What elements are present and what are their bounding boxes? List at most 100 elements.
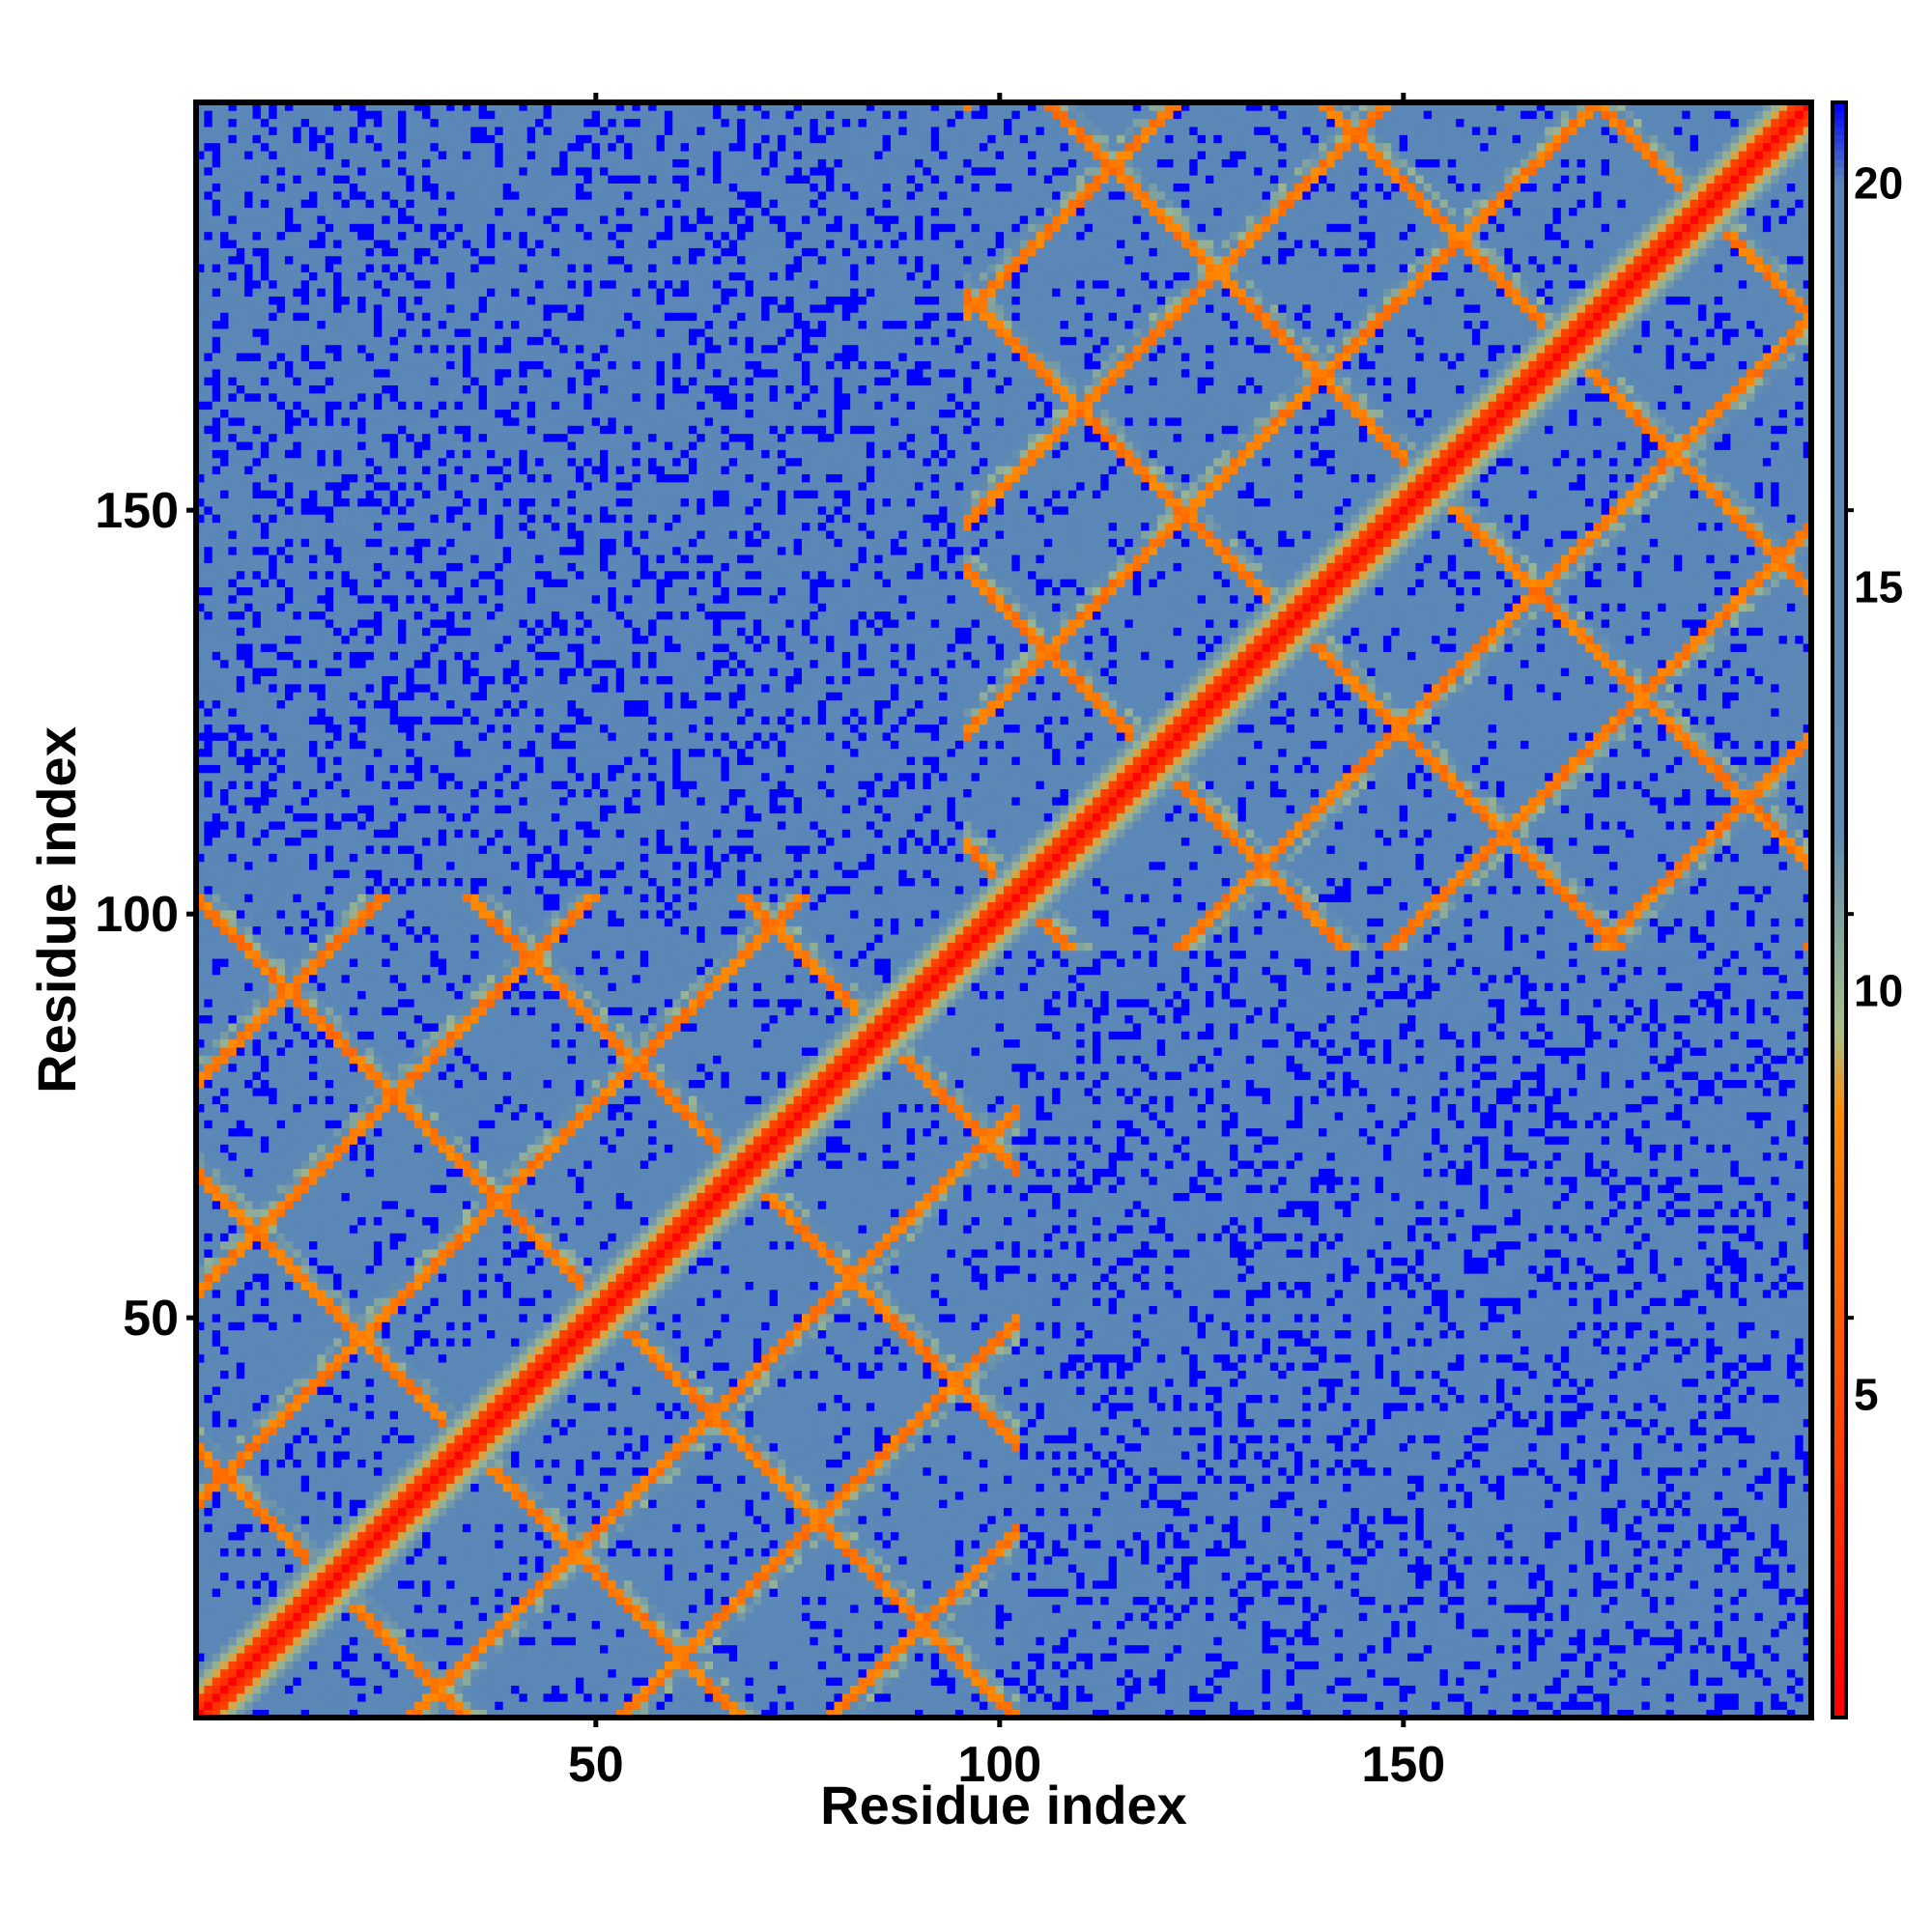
heatmap-cell [657, 1588, 666, 1597]
heatmap-cell [721, 1580, 729, 1589]
heatmap-cell [1690, 1636, 1699, 1645]
heatmap-cell [1771, 1636, 1779, 1645]
heatmap-cell [802, 1701, 810, 1710]
heatmap-cell [996, 1573, 1005, 1581]
heatmap-cell [390, 1540, 399, 1548]
heatmap-cell [422, 1580, 431, 1589]
heatmap-cell [1109, 1661, 1118, 1669]
heatmap-cell [980, 1564, 988, 1573]
heatmap-cell [931, 1621, 940, 1630]
heatmap-cell [414, 1588, 423, 1597]
heatmap-cell [883, 1677, 892, 1686]
heatmap-cell [1246, 1636, 1263, 1645]
heatmap-cell [1359, 1677, 1368, 1686]
heatmap-cell [1028, 1564, 1044, 1573]
heatmap-cell [1302, 1669, 1311, 1678]
heatmap-cell [430, 1636, 446, 1645]
heatmap-cell [980, 1645, 996, 1654]
heatmap-cell [834, 1621, 842, 1630]
heatmap-cell [1302, 1597, 1311, 1605]
heatmap-cell [891, 1636, 899, 1645]
heatmap-cell [1448, 1669, 1457, 1678]
heatmap-cell [1528, 1701, 1537, 1710]
heatmap-cell [382, 1588, 390, 1597]
heatmap-cell [1771, 1605, 1779, 1613]
heatmap-cell [624, 1580, 633, 1589]
heatmap-cell [1270, 1701, 1287, 1710]
heatmap-cell [1068, 1669, 1077, 1678]
heatmap-cell [430, 1580, 439, 1589]
heatmap-cell [446, 1669, 455, 1678]
heatmap-cell [600, 1556, 609, 1565]
heatmap-cell [333, 1556, 342, 1565]
heatmap-cell [237, 1573, 245, 1581]
heatmap-cell [1480, 1677, 1489, 1686]
heatmap-cell [600, 1645, 609, 1654]
heatmap-cell [213, 1661, 221, 1669]
heatmap-cell [1464, 1612, 1473, 1621]
heatmap-cell [972, 1556, 980, 1565]
heatmap-cell [826, 1701, 835, 1710]
heatmap-cell [1504, 1645, 1513, 1654]
heatmap-cell [1230, 1669, 1238, 1678]
heatmap-cell [1690, 1556, 1699, 1565]
heatmap-cell [576, 1629, 584, 1637]
heatmap-cell [1593, 1540, 1602, 1548]
heatmap-cell [980, 1693, 988, 1702]
heatmap-cell [898, 1556, 907, 1565]
heatmap-cell [1278, 1548, 1294, 1556]
heatmap-cell [470, 1636, 479, 1645]
heatmap-cell [770, 1653, 779, 1662]
heatmap-cell [1456, 1588, 1472, 1597]
heatmap-cell [253, 1701, 262, 1710]
heatmap-cell [891, 1693, 899, 1702]
heatmap-cell [1109, 1636, 1118, 1645]
heatmap-cell [907, 1629, 916, 1637]
heatmap-cell [1577, 1629, 1586, 1637]
heatmap-cell [1715, 1693, 1739, 1702]
heatmap-cell [1626, 1636, 1634, 1645]
heatmap-cell [826, 1677, 842, 1686]
heatmap-cell [1206, 1677, 1214, 1686]
heatmap-cell [1189, 1693, 1213, 1702]
heatmap-cell [253, 1661, 262, 1669]
heatmap-cell [237, 1621, 245, 1630]
heatmap-cell [1383, 1636, 1392, 1645]
heatmap-cell [955, 1636, 964, 1645]
heatmap-cell [1165, 1669, 1174, 1678]
heatmap-cell [608, 1693, 616, 1702]
heatmap-cell [479, 1677, 488, 1686]
heatmap-cell [220, 1540, 229, 1548]
heatmap-cell [326, 1645, 334, 1654]
heatmap-cell [301, 1532, 310, 1541]
heatmap-cell [1052, 1540, 1061, 1548]
heatmap-cell [439, 1653, 447, 1662]
heatmap-cell [1237, 1645, 1254, 1654]
heatmap-cell [576, 1645, 584, 1654]
heatmap-cell [503, 1548, 512, 1556]
heatmap-cell [874, 1645, 883, 1654]
heatmap-cell [1690, 1540, 1699, 1548]
heatmap-cell [616, 1661, 625, 1669]
heatmap-cell [1520, 1693, 1529, 1702]
heatmap-cell [1602, 1556, 1634, 1565]
heatmap-cell [1585, 1693, 1594, 1702]
heatmap-cell [850, 1588, 859, 1597]
heatmap-cell [1730, 1669, 1739, 1678]
heatmap-cell [1044, 1556, 1053, 1565]
heatmap-cell [874, 1693, 891, 1702]
heatmap-cell [1174, 1573, 1190, 1581]
heatmap-cell [293, 1556, 301, 1565]
heatmap-cell [915, 1564, 923, 1573]
heatmap-cell [1093, 1693, 1101, 1702]
heatmap-cell [1335, 1636, 1359, 1645]
heatmap-cell [1206, 1580, 1214, 1589]
heatmap-cell [439, 1612, 447, 1621]
heatmap-cell [802, 1629, 810, 1637]
heatmap-cell [269, 1588, 277, 1597]
heatmap-cell [1650, 1701, 1659, 1710]
heatmap-cell [1464, 1605, 1489, 1613]
heatmap-cell [463, 1701, 471, 1710]
heatmap-cell [931, 1701, 940, 1710]
heatmap-cell [1181, 1629, 1190, 1637]
